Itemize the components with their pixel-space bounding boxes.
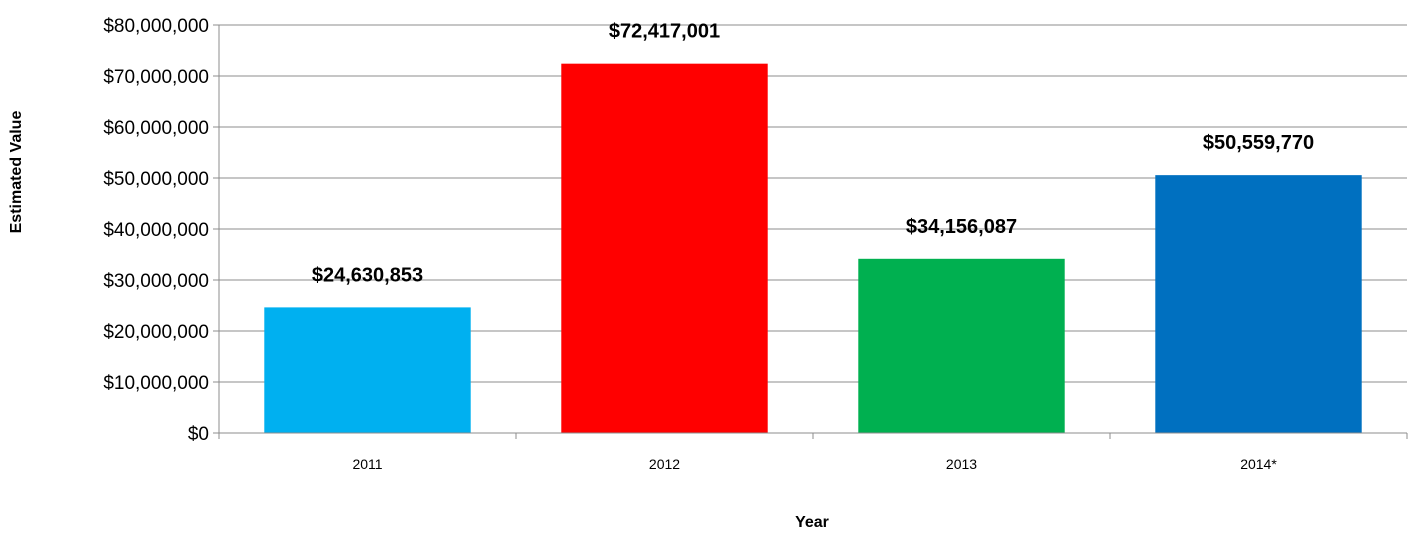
y-tick-label: $10,000,000 xyxy=(103,373,209,394)
x-axis-title: Year xyxy=(795,514,829,531)
bars xyxy=(264,63,1362,434)
y-tick-label: $60,000,000 xyxy=(103,118,209,139)
y-tick-label: $0 xyxy=(188,424,209,445)
bar-2013 xyxy=(858,258,1065,433)
data-label: $72,417,001 xyxy=(609,21,720,43)
axes xyxy=(213,24,1408,439)
bar-2012 xyxy=(561,63,768,434)
bar-2011 xyxy=(264,307,471,433)
x-tick-label: 2011 xyxy=(352,456,382,472)
y-tick-label: $50,000,000 xyxy=(103,169,209,190)
x-tick-label: 2014* xyxy=(1240,456,1277,472)
data-label: $34,156,087 xyxy=(906,216,1017,238)
y-tick-label: $40,000,000 xyxy=(103,220,209,241)
y-tick-label: $30,000,000 xyxy=(103,271,209,292)
data-label: $24,630,853 xyxy=(312,264,423,286)
labels: $0 $10,000,000 $20,000,000 $30,000,000 $40,0… xyxy=(103,16,1314,472)
y-axis-title: Estimated Value xyxy=(8,111,25,234)
x-tick-label: 2013 xyxy=(946,456,977,472)
x-tick-label: 2012 xyxy=(649,456,680,472)
y-tick-label: $20,000,000 xyxy=(103,322,209,343)
y-tick-label: $80,000,000 xyxy=(103,16,209,37)
bar-2014 xyxy=(1155,175,1362,433)
y-tick-label: $70,000,000 xyxy=(103,67,209,88)
data-label: $50,559,770 xyxy=(1203,132,1314,154)
